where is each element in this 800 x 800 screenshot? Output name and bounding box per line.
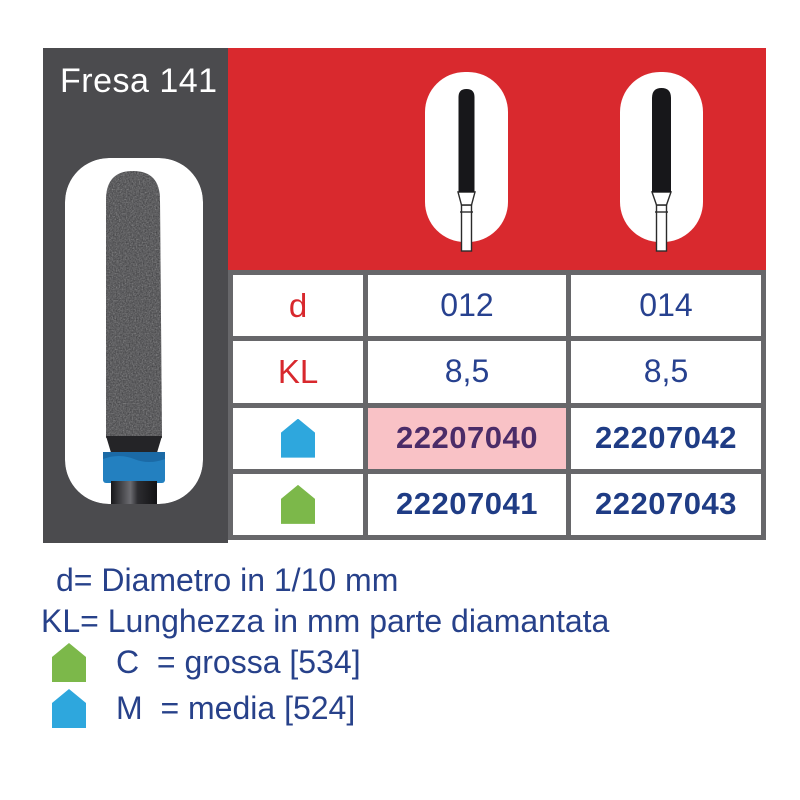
code: 22207043 xyxy=(595,486,737,522)
table-cell-code-22207041: 22207041 xyxy=(368,473,566,535)
table-row-media-icon-cell xyxy=(233,407,363,469)
blue-house-icon xyxy=(281,418,315,458)
table-cell-d-014: 014 xyxy=(571,275,761,337)
bur-silhouette-012 xyxy=(425,72,508,256)
table-cell-code-22207040: 22207040 xyxy=(368,407,566,469)
d-value-2: 014 xyxy=(639,287,693,324)
d-label: d xyxy=(288,286,308,324)
legend-grossa-label: C = grossa [534] xyxy=(116,644,361,680)
blue-house-icon xyxy=(52,689,86,728)
header-band xyxy=(228,48,766,270)
table-row-d-label: d xyxy=(233,275,363,337)
code: 22207042 xyxy=(595,420,737,456)
green-house-icon xyxy=(281,484,315,524)
kl-label: KL xyxy=(277,352,319,390)
product-panel: Fresa 141 xyxy=(43,48,228,543)
table-cell-kl-1: 8,5 xyxy=(368,341,566,403)
legend-d-definition: d= Diametro in 1/10 mm xyxy=(56,562,399,598)
table-cell-code-22207042: 22207042 xyxy=(571,407,761,469)
kl-value-1: 8,5 xyxy=(444,353,490,390)
table-row-grossa-icon-cell xyxy=(233,473,363,535)
table-cell-code-22207043: 22207043 xyxy=(571,473,761,535)
bur-photo xyxy=(65,158,203,504)
bur-silhouette-014 xyxy=(620,72,703,256)
code: 22207041 xyxy=(396,486,538,522)
legend-kl-definition: KL= Lunghezza in mm parte diamantata xyxy=(41,603,610,639)
spec-table: d 012 014 KL 8,5 8,5 22207040 22207042 2… xyxy=(228,270,766,540)
legend-grossa: C = grossa [534] xyxy=(52,643,361,682)
legend-media-label: M = media [524] xyxy=(116,690,356,726)
table-row-kl-label: KL xyxy=(233,341,363,403)
code-highlighted: 22207040 xyxy=(396,420,538,456)
diamond-bur-photo-illustration xyxy=(65,158,203,504)
page-title: Fresa 141 xyxy=(60,62,218,100)
d-value-1: 012 xyxy=(440,287,494,324)
legend-media: M = media [524] xyxy=(52,689,355,728)
green-house-icon xyxy=(52,643,86,682)
table-cell-d-012: 012 xyxy=(368,275,566,337)
table-cell-kl-2: 8,5 xyxy=(571,341,761,403)
kl-value-2: 8,5 xyxy=(643,353,689,390)
